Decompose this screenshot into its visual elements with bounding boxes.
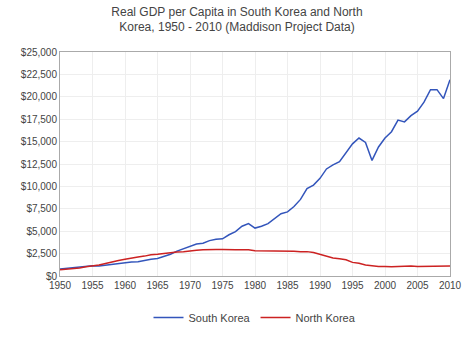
svg-text:$7,500: $7,500 (26, 203, 57, 214)
svg-text:2010: 2010 (439, 280, 462, 291)
svg-text:South Korea: South Korea (189, 312, 251, 324)
svg-text:North Korea: North Korea (296, 312, 356, 324)
svg-text:1985: 1985 (276, 280, 299, 291)
svg-text:$25,000: $25,000 (21, 47, 58, 58)
svg-text:1960: 1960 (114, 280, 137, 291)
svg-text:2000: 2000 (374, 280, 397, 291)
svg-text:1975: 1975 (211, 280, 234, 291)
svg-text:$10,000: $10,000 (21, 181, 58, 192)
svg-text:$17,500: $17,500 (21, 114, 58, 125)
svg-text:1995: 1995 (341, 280, 364, 291)
svg-text:$22,500: $22,500 (21, 69, 58, 80)
svg-text:2005: 2005 (406, 280, 429, 291)
svg-text:1955: 1955 (81, 280, 104, 291)
svg-text:$0: $0 (46, 271, 58, 282)
svg-text:$2,500: $2,500 (26, 248, 57, 259)
svg-text:1980: 1980 (244, 280, 267, 291)
svg-text:$15,000: $15,000 (21, 136, 58, 147)
svg-text:$5,000: $5,000 (26, 226, 57, 237)
svg-text:1990: 1990 (309, 280, 332, 291)
svg-text:$12,500: $12,500 (21, 159, 58, 170)
svg-text:Real GDP per Capita in South K: Real GDP per Capita in South Korea and N… (111, 5, 362, 35)
svg-text:$20,000: $20,000 (21, 91, 58, 102)
svg-text:1970: 1970 (179, 280, 202, 291)
svg-text:1965: 1965 (146, 280, 169, 291)
svg-text:1950: 1950 (49, 280, 72, 291)
